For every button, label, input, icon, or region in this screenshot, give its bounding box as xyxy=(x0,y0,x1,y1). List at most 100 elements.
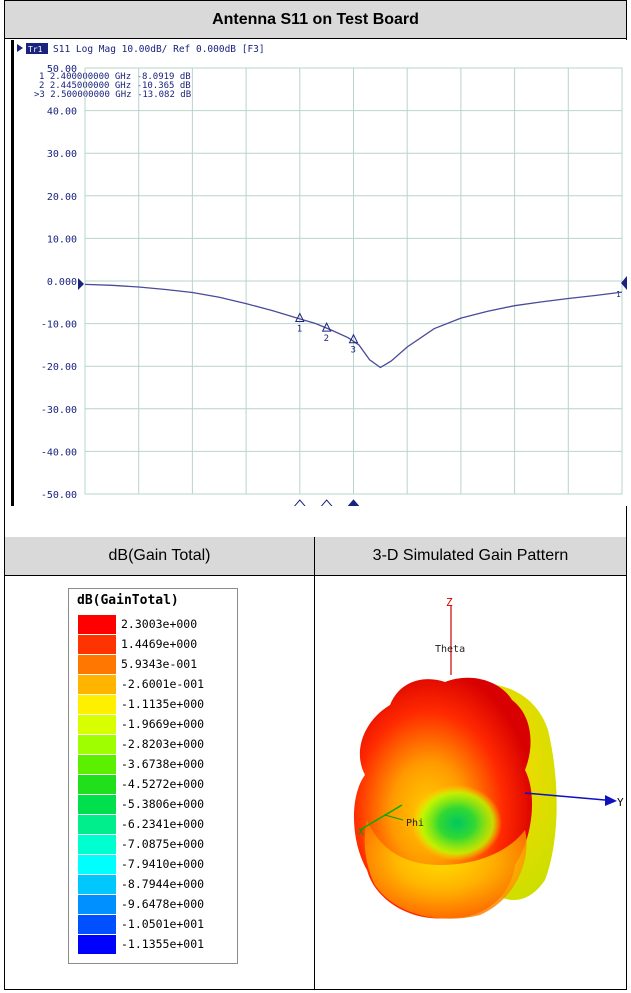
legend-value: -2.6001e-001 xyxy=(121,677,205,691)
legend-row: -1.0501e+001 xyxy=(75,915,235,934)
legend-value: -8.7944e+000 xyxy=(121,877,205,891)
y-axis-arrow-icon xyxy=(605,795,617,806)
reference-level-right-icon xyxy=(621,276,627,290)
y-axis-ticks: 50.00 40.00 30.00 20.00 10.00 0.000 -10.00 -20.… xyxy=(41,64,77,501)
gain-pattern-svg: Z Theta Y X Phi xyxy=(353,596,624,919)
legend-row: -2.8203e+000 xyxy=(75,735,235,754)
legend-swatch xyxy=(78,775,116,794)
legend-swatch xyxy=(78,635,116,654)
right-marker-label: 1 xyxy=(616,290,621,299)
legend-row: 2.3003e+000 xyxy=(75,615,235,634)
legend-row: -1.1355e+001 xyxy=(75,935,235,954)
column-header-left: dB(Gain Total) xyxy=(5,537,314,575)
legend-row: -8.7944e+000 xyxy=(75,875,235,894)
legend-swatch xyxy=(78,915,116,934)
marker-readout-3: >3 2.500000000 GHz -13.082 dB xyxy=(34,90,191,100)
legend-swatch xyxy=(78,815,116,834)
trace-marker-label: 1 xyxy=(297,324,302,334)
marker-position-indicators xyxy=(292,499,361,508)
marker-position-2 xyxy=(319,499,334,508)
legend-row: -7.9410e+000 xyxy=(75,855,235,874)
legend-swatch xyxy=(78,755,116,774)
y-tick-label: 20.00 xyxy=(47,192,77,203)
trace-marker-1 xyxy=(294,312,305,322)
marker-position-1 xyxy=(292,499,307,508)
legend-value: -7.0875e+000 xyxy=(121,837,205,851)
reference-level-left-icon xyxy=(78,278,84,290)
legend-swatch xyxy=(78,795,116,814)
trace-marker-3 xyxy=(348,333,359,344)
legend-swatch xyxy=(78,675,116,694)
legend-row: -2.6001e-001 xyxy=(75,675,235,694)
legend-row: -5.3806e+000 xyxy=(75,795,235,814)
legend-swatch xyxy=(78,855,116,874)
trace-markers: 1 2 3 xyxy=(294,312,359,356)
column-divider xyxy=(314,537,315,990)
x-axis-label: X xyxy=(358,827,364,838)
legend-value: 1.4469e+000 xyxy=(121,637,198,651)
legend-value: -1.1135e+000 xyxy=(121,697,205,711)
y-axis-line xyxy=(524,792,606,801)
legend-swatch xyxy=(78,735,116,754)
channel-badge xyxy=(26,43,48,54)
legend-swatch xyxy=(78,695,116,714)
legend-swatch xyxy=(78,875,116,894)
legend-value: 2.3003e+000 xyxy=(121,617,198,631)
legend-swatch xyxy=(78,655,116,674)
s11-analyzer-screen: Tr1 S11 Log Mag 10.00dB/ Ref 0.000dB [F3… xyxy=(11,40,628,508)
low-gain-region xyxy=(412,785,502,861)
legend-value: -1.9669e+000 xyxy=(121,717,205,731)
y-tick-label: -30.00 xyxy=(41,405,77,416)
phi-label: Phi xyxy=(406,818,424,829)
theta-label: Theta xyxy=(435,644,465,655)
page-title: Antenna S11 on Test Board xyxy=(4,0,627,39)
legend-value: -3.6738e+000 xyxy=(121,757,205,771)
legend-title: dB(GainTotal) xyxy=(77,593,179,608)
y-tick-label: -50.00 xyxy=(41,490,77,501)
legend-value: -6.2341e+000 xyxy=(121,817,205,831)
screen-left-edge xyxy=(11,40,14,506)
marker-position-3 xyxy=(346,499,361,508)
marker-readout-1: 1 2.400000000 GHz -8.0919 dB xyxy=(39,72,191,82)
marker-readout-table: 1 2.400000000 GHz -8.0919 dB2 2.44500000… xyxy=(34,72,191,100)
legend-swatch xyxy=(78,935,116,954)
y-axis-label: Y xyxy=(617,796,624,809)
trace-marker-label: 2 xyxy=(324,334,329,344)
x-axis-line xyxy=(359,804,403,831)
trace-marker-label: 3 xyxy=(351,346,356,356)
trace-header-text: S11 Log Mag 10.00dB/ Ref 0.000dB [F3] xyxy=(53,44,265,55)
y-tick-label: 10.00 xyxy=(47,234,77,245)
trace-marker-2 xyxy=(321,322,332,332)
trace-header: Tr1 S11 Log Mag 10.00dB/ Ref 0.000dB [F3… xyxy=(17,43,265,55)
phi-indicator xyxy=(384,814,404,821)
marker-readout-2: 2 2.445000000 GHz -10.365 dB xyxy=(39,81,191,91)
legend-value: -9.6478e+000 xyxy=(121,897,205,911)
y-tick-label: 0.000 xyxy=(47,277,77,288)
row-divider xyxy=(4,575,627,576)
column-header-right: 3-D Simulated Gain Pattern xyxy=(315,537,626,575)
legend-value: 5.9343e-001 xyxy=(121,657,198,671)
y-tick-label: -40.00 xyxy=(41,447,77,458)
legend-row: -1.9669e+000 xyxy=(75,715,235,734)
legend-swatch xyxy=(78,835,116,854)
legend-row: -3.6738e+000 xyxy=(75,755,235,774)
lower-lobe xyxy=(364,820,527,919)
legend-value: -4.5272e+000 xyxy=(121,777,205,791)
plot-grid xyxy=(85,68,622,494)
legend-row: -4.5272e+000 xyxy=(75,775,235,794)
legend-swatch xyxy=(78,895,116,914)
legend-swatch xyxy=(78,715,116,734)
legend-value: -1.0501e+001 xyxy=(121,917,205,931)
y-tick-label: 50.00 xyxy=(47,64,77,75)
gain-color-legend: dB(GainTotal) 2.3003e+000 1.4469e+000 5.93… xyxy=(68,588,238,964)
legend-row: -1.1135e+000 xyxy=(75,695,235,714)
channel-badge-label: Tr1 xyxy=(28,45,43,54)
y-tick-label: 40.00 xyxy=(47,107,77,118)
legend-row: -7.0875e+000 xyxy=(75,835,235,854)
y-tick-label: 30.00 xyxy=(47,149,77,160)
legend-row: -9.6478e+000 xyxy=(75,895,235,914)
trace-arrow-icon xyxy=(17,44,23,52)
legend-value: -7.9410e+000 xyxy=(121,857,205,871)
legend-row: 1.4469e+000 xyxy=(75,635,235,654)
z-axis-label: Z xyxy=(446,596,453,609)
